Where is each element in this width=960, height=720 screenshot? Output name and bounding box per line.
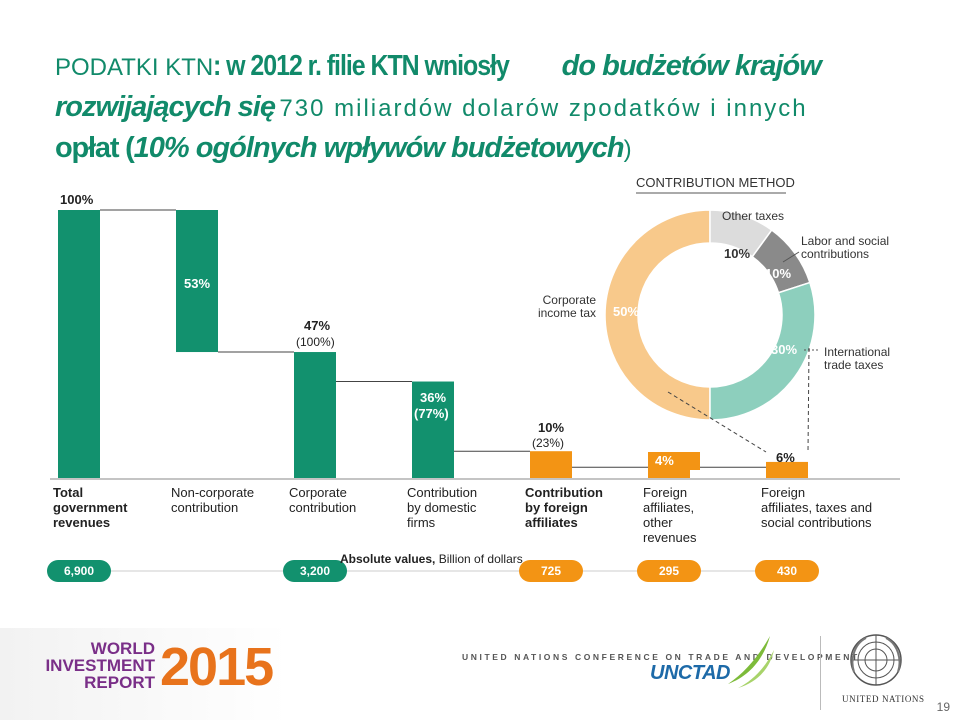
bar-4 [530,451,572,478]
category-label-3-1: by domestic [407,500,477,515]
title-emphasis-2: rozwijających się [55,91,276,123]
bar-6 [766,461,808,478]
wir-line-3: REPORT [84,673,155,692]
donut-pct-1: 10% [724,246,750,261]
footer: WORLD INVESTMENT REPORT 2015 UNITED NATI… [0,628,960,720]
dashed-link-right [807,347,810,453]
pct-label-6: 6% [776,450,795,465]
wir-logo-text: WORLD INVESTMENT REPORT [40,640,155,691]
donut-slice-3 [709,281,816,421]
title-amount: 730 miliardów dolarów z [279,95,583,122]
absolute-pill-4 [755,560,819,582]
leader-labor [782,251,800,263]
absolute-pill-2 [519,560,583,582]
wir-line-1: WORLD [90,639,155,658]
donut-label-other-0: Other taxes [722,209,784,223]
pct-label-4: 10% [538,420,564,435]
category-label-6-1: affiliates, taxes and [761,500,872,515]
donut-pct-3: 30% [771,342,797,357]
un-label: UNITED NATIONS [842,694,925,704]
donut-title: CONTRIBUTION METHOD [636,175,795,190]
waterfall-chart: 100% 53% 47% 36% 10% 4% 6% (100%) (77%) (23%) Tota… [47,175,900,582]
category-label-6-0: Foreign [761,485,805,500]
pct-label-2: 47% [304,318,330,333]
dashed-link-left [667,391,767,453]
category-label-0-0: Total [53,485,83,500]
sub-label-4: (23%) [532,436,564,450]
donut-pct-2: 10% [765,266,791,281]
donut-pct-0: 50% [613,304,639,319]
title-emphasis-1: do budżetów krajów [561,50,822,82]
title-main: : w 2012 r. filie KTN wniosły [213,50,510,82]
bar-1 [176,210,218,353]
absolute-value-1: 3,200 [300,564,330,578]
donut-label-trade-1: trade taxes [824,358,883,372]
category-label-5-1: affiliates, [643,500,694,515]
pct-label-0: 100% [60,192,94,207]
absolute-value-0: 6,900 [64,564,94,578]
footer-band [0,628,960,720]
category-label-0-1: government [53,500,128,515]
category-label-5-3: revenues [643,530,697,545]
sub-label-2: (100%) [296,335,335,349]
category-label-6-2: social contributions [761,515,872,530]
category-label-1-0: Non-corporate [171,485,254,500]
donut-slice-0 [604,209,711,421]
bar-5 [648,467,690,478]
sub-label-3: (77%) [414,406,449,421]
slide-title: PODATKI KTN: w 2012 r. filie KTN wniosły… [55,48,935,171]
absolute-caption: Absolute values, Billion of dollars [340,552,523,566]
pct-label-5: 4% [655,453,674,468]
pct-label-1: 53% [184,276,210,291]
title-paren-open: opłat ( [55,132,135,164]
category-label-5-0: Foreign [643,485,687,500]
absolute-value-2: 725 [541,564,561,578]
donut-label-corporate-1: income tax [538,306,596,320]
title-emphasis-3: 10% ogólnych wpływów budżetowych [133,132,625,164]
category-label-4-1: by foreign [525,500,588,515]
donut-label-trade-0: International [824,345,890,359]
category-label-3-2: firms [407,515,436,530]
wir-line-2: INVESTMENT [45,656,155,675]
category-label-2-0: Corporate [289,485,347,500]
category-label-0-2: revenues [53,515,110,530]
title-amount-2: podatków i innych [582,95,808,122]
pct-label-3: 36% [420,390,446,405]
absolute-pill-3 [637,560,701,582]
donut-label-corporate-0: Corporate [543,293,597,307]
un-emblem-icon [850,634,902,686]
donut-label-labor-1: contributions [801,247,869,261]
footer-divider [820,636,821,710]
bar-5-label-tab [648,452,700,470]
unctad-conference-text: UNITED NATIONS CONFERENCE ON TRADE AND D… [462,652,860,662]
category-label-4-0: Contribution [525,485,603,500]
absolute-pill-0 [47,560,111,582]
bar-3 [412,381,454,478]
absolute-pill-1 [283,560,347,582]
title-prefix: PODATKI KTN [55,54,214,81]
unctad-logo: UNCTAD [650,662,730,684]
absolute-value-3: 295 [659,564,679,578]
bar-2 [294,352,336,478]
page-number: 19 [936,700,950,714]
bar-0 [58,210,100,478]
category-label-1-1: contribution [171,500,238,515]
title-paren-close: ) [623,136,632,163]
category-label-2-1: contribution [289,500,356,515]
absolute-value-4: 430 [777,564,797,578]
category-label-4-2: affiliates [525,515,578,530]
wir-year: 2015 [160,637,274,697]
donut-label-labor-0: Labor and social [801,234,889,248]
category-label-5-2: other [643,515,673,530]
category-label-3-0: Contribution [407,485,477,500]
